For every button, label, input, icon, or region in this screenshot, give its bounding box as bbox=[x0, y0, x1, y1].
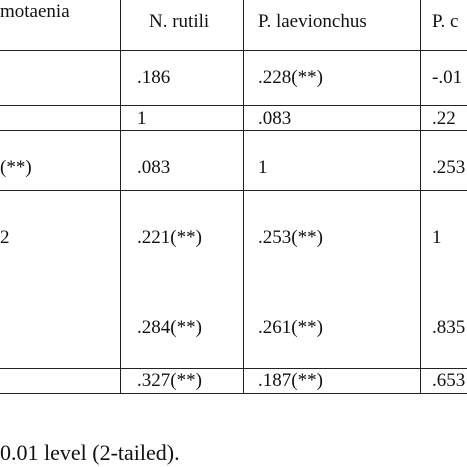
table-cell: 1 bbox=[432, 227, 442, 248]
rule bbox=[0, 50, 467, 51]
table-cell: .22 bbox=[432, 108, 456, 129]
rule bbox=[0, 130, 467, 131]
table-cell: .835 bbox=[432, 317, 466, 338]
column-header: P. c bbox=[432, 11, 459, 32]
table-cell: .253(**) bbox=[258, 227, 323, 248]
rule bbox=[420, 0, 421, 393]
table-cell: .261(**) bbox=[258, 317, 323, 338]
table-cell: .653 bbox=[432, 370, 466, 391]
rule bbox=[120, 0, 121, 393]
rule bbox=[0, 190, 467, 191]
table-cell: .228(**) bbox=[258, 67, 323, 88]
rule bbox=[0, 368, 467, 369]
column-header: motaenia bbox=[0, 1, 70, 22]
table-cell: .083 bbox=[137, 157, 171, 178]
table-cell: -.01 bbox=[432, 67, 463, 88]
rule bbox=[0, 105, 467, 106]
rule bbox=[0, 393, 467, 394]
table-cell: .187(**) bbox=[258, 370, 323, 391]
table-cell: .221(**) bbox=[137, 227, 202, 248]
table-cell: .083 bbox=[258, 108, 292, 129]
table-cell: (**) bbox=[0, 157, 32, 178]
table-cell: .284(**) bbox=[137, 317, 202, 338]
column-header: N. rutili bbox=[149, 11, 210, 32]
table-cell: 1 bbox=[258, 157, 268, 178]
footnote: 0.01 level (2-tailed). bbox=[0, 440, 180, 465]
table-cell: 2 bbox=[0, 227, 10, 248]
table-cell: .253 bbox=[432, 157, 466, 178]
table-cell: .327(**) bbox=[137, 370, 202, 391]
rule bbox=[243, 0, 244, 393]
column-header: P. laevionchus bbox=[258, 11, 367, 32]
table-cell: .186 bbox=[137, 67, 171, 88]
table-cell: 1 bbox=[137, 108, 147, 129]
